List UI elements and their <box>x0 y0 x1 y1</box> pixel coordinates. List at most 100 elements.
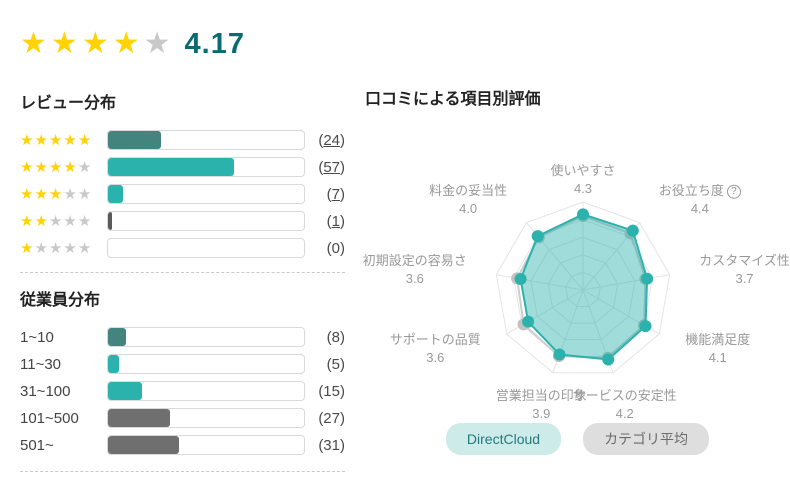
count-value: (27) <box>318 409 345 427</box>
star-filled-icon: ★ <box>34 212 49 230</box>
radar-axis-label: 初期設定の容易さ 3.6 <box>363 252 467 287</box>
help-icon[interactable]: ? <box>726 184 741 199</box>
distribution-bar-track <box>107 354 305 374</box>
star-filled-icon: ★ <box>48 158 64 176</box>
radar-point <box>531 230 544 243</box>
star-filled-icon: ★ <box>77 131 93 149</box>
distribution-bar-track <box>107 211 305 231</box>
radar-axis-value: 4.0 <box>459 200 478 216</box>
distribution-bar-fill <box>108 212 113 230</box>
employee-distribution-rows: 1~10 (8) 11~30 (5) 31~100 (15) 101~500 (27) 501~… <box>20 327 345 455</box>
employee-row: 11~30 (5) <box>20 354 345 374</box>
radar-point <box>626 224 639 237</box>
count-value: (0) <box>326 239 345 257</box>
review-count-link[interactable]: 7 <box>331 185 340 203</box>
star-filled-icon: ★ <box>48 185 64 203</box>
radar-axis-name: 機能満足度 <box>685 331 751 347</box>
employee-range-label: 31~100 <box>20 382 71 400</box>
radar-point <box>602 353 615 366</box>
radar-point <box>639 320 652 333</box>
star-filled-icon: ★ <box>34 158 49 176</box>
radar-series-directcloud <box>519 213 649 361</box>
distribution-bar-track <box>107 381 305 401</box>
employee-range-label: 1~10 <box>20 328 54 346</box>
employee-range-label: 11~30 <box>20 355 62 373</box>
star-filled-icon: ★ <box>34 185 49 203</box>
radar-axis-label: お役立ち度? 4.4 <box>659 182 741 217</box>
star-filled-icon: ★ <box>63 158 78 176</box>
radar-chart: 使いやすさ 4.3 お役立ち度? 4.4 カスタマイズ性 3.7 機能満足度 4.1 サービスの… <box>363 130 790 450</box>
radar-axis-value: 4.4 <box>690 200 709 216</box>
star-empty-icon: ★ <box>77 212 93 230</box>
radar-section-title: 口コミによる項目別評価 <box>365 91 541 108</box>
distribution-bar-fill <box>108 328 127 346</box>
star-filled-icon: ★ <box>112 27 144 60</box>
radar-axis-label: 機能満足度 4.1 <box>685 332 750 367</box>
star-filled-icon: ★ <box>34 131 49 149</box>
radar-axis-name: カスタマイズ性 <box>699 252 790 268</box>
star-empty-icon: ★ <box>63 212 78 230</box>
left-column: ★★★★★ 4.17 レビュー分布 ★★★★★ (24) ★★★★★ (57) ★★★★… <box>20 0 345 472</box>
review-distribution-title: レビュー分布 <box>20 95 117 112</box>
radar-axis-label: 営業担当の印象 3.9 <box>496 387 587 422</box>
star-empty-icon: ★ <box>63 239 78 257</box>
star-rating: ★★★★★ <box>20 214 107 229</box>
legend-directcloud-button[interactable]: DirectCloud <box>445 423 562 455</box>
count-value: (5) <box>326 355 345 373</box>
radar-axis-value: 4.2 <box>615 405 634 421</box>
star-empty-icon: ★ <box>48 239 64 257</box>
radar-svg <box>495 201 671 374</box>
count-value: (1) <box>326 212 345 230</box>
radar-axis-value: 3.6 <box>405 270 424 286</box>
count-value: (57) <box>318 158 345 176</box>
star-filled-icon: ★ <box>48 131 64 149</box>
employee-range-label: 101~500 <box>20 409 79 427</box>
review-count-link[interactable]: 1 <box>331 212 340 230</box>
radar-legend: DirectCloud カテゴリ平均 <box>365 423 790 455</box>
radar-grid-spoke <box>582 274 670 291</box>
radar-axis-name: お役立ち度? <box>659 182 741 199</box>
radar-point <box>514 272 527 285</box>
overall-rating-stars: ★★★★★ <box>20 29 175 59</box>
star-empty-icon: ★ <box>63 185 78 203</box>
distribution-bar-track <box>107 157 305 177</box>
radar-axis-value: 4.3 <box>573 181 593 196</box>
star-filled-icon: ★ <box>20 239 35 257</box>
star-empty-icon: ★ <box>48 212 64 230</box>
employee-row: 1~10 (8) <box>20 327 345 347</box>
review-count-link[interactable]: 57 <box>323 158 340 176</box>
review-row: ★★★★★ (1) <box>20 211 345 231</box>
legend-category-average-button[interactable]: カテゴリ平均 <box>583 423 710 455</box>
review-row: ★★★★★ (57) <box>20 157 345 177</box>
distribution-bar-track <box>107 435 305 455</box>
radar-point <box>522 315 535 328</box>
distribution-bar-fill <box>108 185 124 203</box>
distribution-bar-fill <box>108 382 143 400</box>
radar-axis-name: サービスの安定性 <box>572 387 677 403</box>
employee-range-label: 501~ <box>20 436 54 454</box>
star-empty-icon: ★ <box>34 239 49 257</box>
review-distribution-rows: ★★★★★ (24) ★★★★★ (57) ★★★★★ (7) ★★★★★ (1) ★★★★★(… <box>20 130 345 258</box>
radar-point <box>577 208 589 221</box>
employee-row: 31~100 (15) <box>20 381 345 401</box>
radar-axis-label: 使いやすさ 4.3 <box>550 163 615 198</box>
star-rating: ★★★★★ <box>20 241 107 256</box>
review-count-link[interactable]: 24 <box>323 131 340 149</box>
radar-axis-value: 4.1 <box>708 350 727 365</box>
dotted-divider <box>20 471 345 472</box>
distribution-bar-track <box>107 408 305 428</box>
radar-point <box>641 272 654 285</box>
star-empty-icon: ★ <box>143 27 175 60</box>
radar-grid-ring <box>530 236 636 341</box>
star-rating: ★★★★★ <box>20 133 107 148</box>
star-filled-icon: ★ <box>20 158 35 176</box>
radar-axis-label: 料金の妥当性 4.0 <box>429 182 507 217</box>
radar-axis-value: 3.6 <box>426 350 445 365</box>
star-empty-icon: ★ <box>77 239 93 257</box>
radar-axis-label: サービスの安定性 4.2 <box>573 387 677 422</box>
star-filled-icon: ★ <box>20 131 35 149</box>
distribution-bar-fill <box>108 158 234 176</box>
star-rating: ★★★★★ <box>20 187 107 202</box>
star-filled-icon: ★ <box>81 27 113 60</box>
radar-grid-ring <box>547 254 619 324</box>
